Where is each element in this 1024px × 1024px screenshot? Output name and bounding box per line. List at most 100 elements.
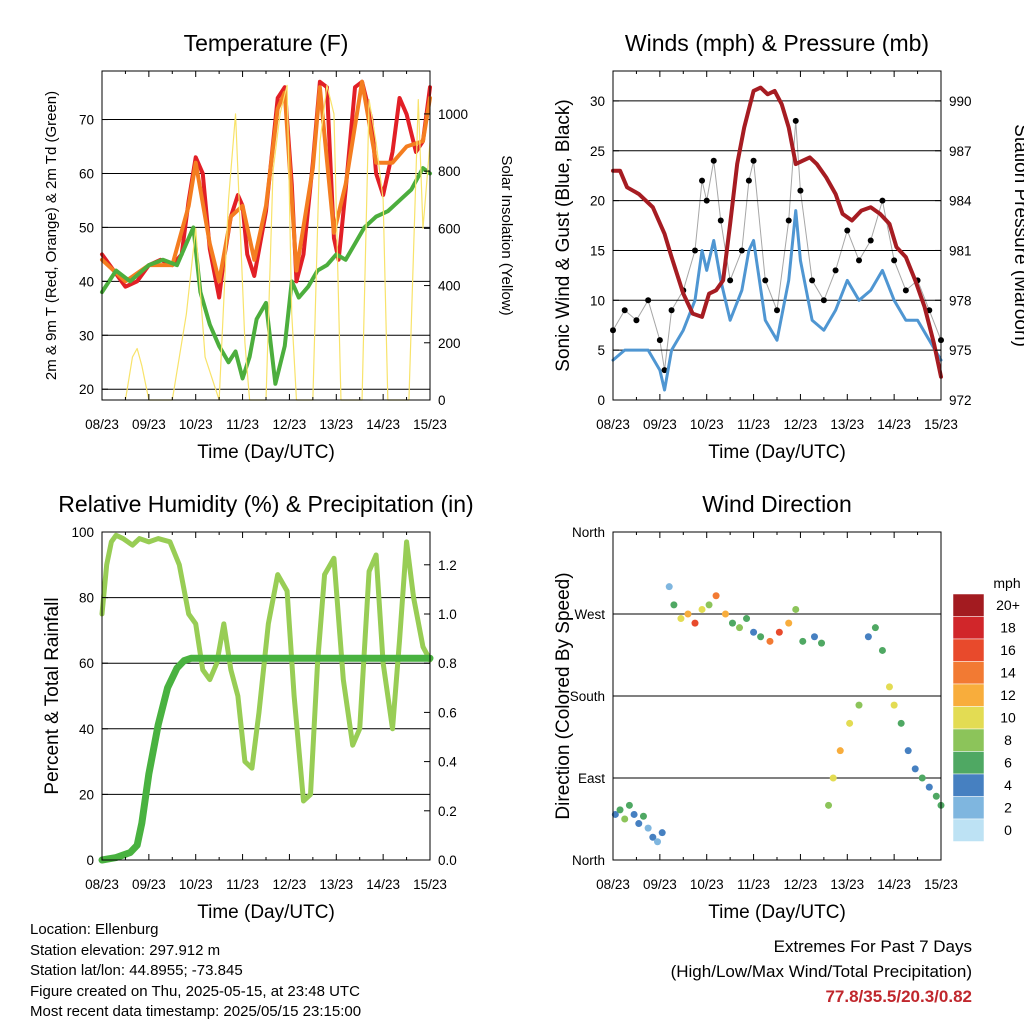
- panel4-x-tick-label: 10/23: [690, 877, 724, 892]
- panel4-direction-point: [665, 583, 673, 591]
- panel2-series-gust-point: [727, 277, 734, 284]
- panel1-y-tick-label: 60: [79, 166, 94, 181]
- panel3-y-right-tick-label: 0.8: [438, 656, 457, 671]
- panel2-x-tick-label: 15/23: [924, 417, 958, 432]
- panel1-series-solar-insolation-line: [124, 84, 431, 401]
- panel4-direction-point: [649, 833, 657, 841]
- panel2-series-gust-point: [844, 227, 851, 234]
- elevation-text: Station elevation: 297.912 m: [30, 941, 221, 959]
- panel3-y-right-tick-label: 0.0: [438, 853, 457, 868]
- panel4-direction-point: [625, 801, 633, 809]
- panel2-series-gust-point: [797, 187, 804, 194]
- panel2-series-gust-point: [661, 367, 668, 374]
- panel4-direction-point: [670, 601, 678, 609]
- panel2-series-gust-point: [710, 157, 717, 164]
- panel3-x-tick-label: 11/23: [226, 877, 259, 892]
- panel4-direction-point: [654, 838, 662, 846]
- colorbar-tick-label: 10: [1000, 710, 1016, 726]
- panel4-y-tick-label: South: [570, 689, 605, 704]
- colorbar-tick-label: 20+: [996, 597, 1020, 613]
- colorbar-swatch: [952, 728, 985, 752]
- panel3-y-tick-label: 0: [86, 853, 94, 868]
- panel4-direction-point: [635, 820, 643, 828]
- panel4-direction-point: [677, 615, 685, 623]
- panel4-direction-point: [736, 624, 744, 632]
- panel1-y-tick-label: 40: [79, 274, 94, 289]
- panel1-y-right-tick-label: 600: [438, 221, 461, 236]
- panel2-title: Winds (mph) & Pressure (mb): [625, 30, 929, 56]
- panel2-y-right-tick-label: 987: [949, 144, 972, 159]
- panel2-y-right-tick-label: 975: [949, 343, 972, 358]
- panel2-series-gust-point: [867, 237, 874, 244]
- panel2-y-tick-label: 5: [597, 343, 605, 358]
- panel1-series-9m-t-line: [100, 79, 432, 284]
- panel2-y-axis-label: Sonic Wind & Gust (Blue, Black): [553, 99, 574, 371]
- panel1-x-tick-label: 13/23: [319, 417, 353, 432]
- extremes-subtitle: (High/Low/Max Wind/Total Precipitation): [670, 962, 972, 981]
- panel4-direction-point: [846, 719, 854, 727]
- panel3-y-right-tick-label: 0.6: [438, 705, 457, 720]
- panel2-series-gust-point: [879, 197, 886, 204]
- panel1-series-2m-td-line: [100, 166, 432, 386]
- panel4-direction-point: [658, 829, 666, 837]
- panel3-frame: [101, 531, 431, 861]
- panel4-y-tick-label: North: [572, 853, 605, 868]
- panel1-y-right-tick-label: 400: [438, 279, 461, 294]
- colorbar-swatch: [952, 818, 985, 842]
- panel2-series-gust-point: [621, 307, 628, 314]
- panel4-direction-point: [836, 747, 844, 755]
- panel2-y-axis-label-right: Station Pressure (Maroon): [1010, 124, 1024, 347]
- colorbar-swatch: [952, 796, 985, 820]
- panel4-direction-point: [750, 628, 758, 636]
- panel2-y-tick-label: 15: [590, 243, 605, 258]
- colorbar-tick-label: 18: [1000, 620, 1016, 636]
- panel4-title: Wind Direction: [702, 491, 852, 517]
- panel2-series-gust-point: [633, 317, 640, 324]
- location-text: Location: Ellenburg: [30, 921, 159, 938]
- panel1-y-axis-label-right: Solar Insolation (Yellow): [498, 155, 515, 315]
- panel3-x-tick-label: 09/23: [132, 877, 166, 892]
- panel1-x-tick-label: 09/23: [132, 417, 166, 432]
- panel4-direction-point: [855, 701, 863, 709]
- panel1-y-right-tick-label: 0: [438, 393, 446, 408]
- panel1-y-right-tick-label: 200: [438, 336, 461, 351]
- panel4-direction-point: [644, 824, 652, 832]
- colorbar-swatch: [952, 683, 985, 707]
- colorbar-tick-label: 12: [1000, 687, 1016, 703]
- panel2-x-tick-label: 13/23: [830, 417, 864, 432]
- extremes-title: Extremes For Past 7 Days: [773, 937, 972, 956]
- panel3-y-tick-label: 80: [79, 591, 94, 606]
- panel2-series-gust-point: [762, 277, 769, 284]
- panel4-direction-point: [630, 810, 638, 818]
- panel1-y-axis-label: 2m & 9m T (Red, Orange) & 2m Td (Green): [43, 91, 60, 380]
- panel3-title: Relative Humidity (%) & Precipitation (i…: [58, 491, 473, 517]
- panel4-x-axis-label: Time (Day/UTC): [708, 902, 846, 923]
- colorbar-swatch: [952, 751, 985, 775]
- panel2-series-gust-point: [785, 217, 792, 224]
- panel4-direction-point: [712, 592, 720, 600]
- colorbar-swatch: [952, 593, 985, 617]
- extremes-box: Extremes For Past 7 Days (High/Low/Max W…: [671, 934, 972, 1009]
- panel2-y-tick-label: 20: [590, 194, 605, 209]
- panel2-series-gust-point: [745, 177, 752, 184]
- panel4-direction-point: [721, 610, 729, 618]
- panel2-x-tick-label: 08/23: [596, 417, 630, 432]
- panel3-x-tick-label: 12/23: [273, 877, 307, 892]
- panel3-y-tick-label: 60: [79, 656, 94, 671]
- panel4-direction-point: [897, 719, 905, 727]
- panel2-series-gust-point: [792, 117, 799, 124]
- panel1-frame: [101, 70, 431, 401]
- panel1-y-tick-label: 50: [79, 220, 94, 235]
- panel4-direction-point: [932, 792, 940, 800]
- panel1-y-tick-label: 30: [79, 328, 94, 343]
- panel4-y-tick-label: West: [574, 607, 605, 622]
- panel4-direction-point: [698, 605, 706, 613]
- colorbar-tick-label: 2: [1004, 800, 1012, 816]
- panel3-y-tick-label: 100: [71, 525, 94, 540]
- panel4-direction-point: [705, 601, 713, 609]
- panel4-direction-point: [810, 633, 818, 641]
- panel2-series-gust-point: [809, 277, 816, 284]
- colorbar-unit-label: mph: [993, 575, 1020, 591]
- colorbar-tick-label: 4: [1004, 777, 1012, 793]
- panel2-series-gust-point: [750, 157, 757, 164]
